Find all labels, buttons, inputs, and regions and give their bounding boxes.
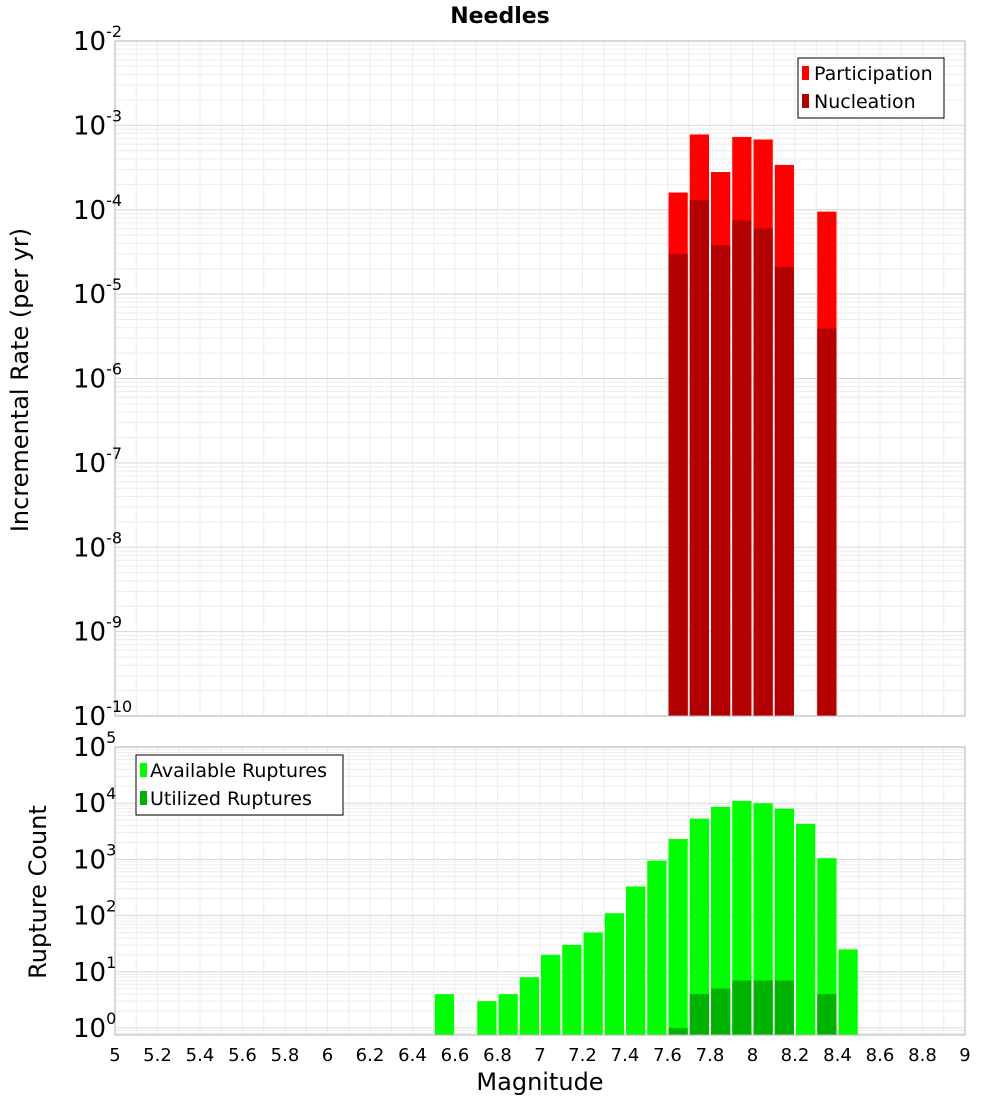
- bar-nucleation: [732, 220, 752, 717]
- bar-available-ruptures: [626, 886, 646, 1035]
- x-axis-ticks: 5 5.2 5.4 5.6 5.8 6 6.2 6.4 6.6 6.8 7 7.2 7.4 7.6 7.8 8…: [109, 1045, 970, 1066]
- legend-label-available-ruptures: Available Ruptures: [150, 760, 327, 782]
- x-tick-label: 8: [747, 1045, 758, 1066]
- x-tick-label: 7.8: [696, 1045, 725, 1066]
- y-tick-label: 103: [73, 840, 116, 875]
- legend-swatch-nucleation: [802, 94, 809, 108]
- bar-nucleation: [817, 328, 837, 716]
- legend-swatch-utilized-ruptures: [140, 791, 147, 805]
- x-tick-label: 5.2: [143, 1045, 172, 1066]
- legend-swatch-participation: [802, 66, 809, 80]
- bottom-gridlines: [114, 747, 966, 1035]
- x-axis-label: Magnitude: [476, 1068, 603, 1096]
- y-tick-label: 10-2: [73, 22, 122, 57]
- y-tick-label: 10-8: [73, 528, 122, 563]
- top-y-axis-label: Incremental Rate (per yr): [6, 228, 34, 532]
- x-tick-label: 5.6: [228, 1045, 257, 1066]
- y-tick-label: 10-3: [73, 106, 122, 141]
- bottom-y-axis-label: Rupture Count: [24, 805, 52, 979]
- x-tick-label: 5.4: [186, 1045, 215, 1066]
- y-tick-label: 10-10: [73, 697, 132, 732]
- x-tick-label: 5: [109, 1045, 120, 1066]
- x-tick-label: 7.4: [611, 1045, 640, 1066]
- bar-available-ruptures: [817, 858, 837, 1035]
- bar-nucleation: [711, 245, 731, 717]
- bar-utilized-ruptures: [689, 994, 709, 1035]
- bar-available-ruptures: [562, 944, 582, 1035]
- top-y-ticks: 10-10 10-9 10-8 10-7 10-6 10-5 10-4 10-3 10-2: [73, 22, 132, 732]
- bar-nucleation: [689, 200, 709, 716]
- legend-label-nucleation: Nucleation: [814, 91, 916, 113]
- top-bars: [668, 134, 837, 717]
- y-tick-label: 10-5: [73, 275, 122, 310]
- x-tick-label: 6.2: [356, 1045, 385, 1066]
- bar-nucleation: [753, 228, 773, 716]
- bar-available-ruptures: [774, 808, 794, 1035]
- x-tick-label: 9: [959, 1045, 970, 1066]
- top-legend: Participation Nucleation: [797, 57, 945, 119]
- bar-utilized-ruptures: [732, 980, 752, 1035]
- top-gridlines: [114, 41, 966, 717]
- legend-swatch-available-ruptures: [140, 763, 147, 777]
- bar-available-ruptures: [647, 860, 667, 1035]
- bar-utilized-ruptures: [711, 988, 731, 1035]
- bar-nucleation: [774, 266, 794, 716]
- bar-available-ruptures: [796, 823, 816, 1035]
- bar-available-ruptures: [541, 954, 561, 1035]
- y-tick-label: 105: [73, 728, 116, 763]
- bar-available-ruptures: [519, 977, 539, 1035]
- top-legend-box: [797, 57, 945, 119]
- x-tick-label: 6.4: [398, 1045, 427, 1066]
- y-tick-label: 100: [73, 1009, 116, 1044]
- bar-available-ruptures: [434, 994, 454, 1035]
- bar-utilized-ruptures: [668, 1027, 688, 1035]
- y-tick-label: 101: [73, 953, 116, 988]
- bar-available-ruptures: [711, 806, 731, 1035]
- y-tick-label: 10-4: [73, 191, 122, 226]
- bar-available-ruptures: [753, 803, 773, 1035]
- x-tick-label: 7.6: [653, 1045, 682, 1066]
- bottom-y-ticks: 100 101 102 103 104 105: [73, 728, 116, 1044]
- x-tick-label: 6: [322, 1045, 333, 1066]
- bottom-legend-box: [135, 754, 344, 816]
- x-tick-label: 8.2: [781, 1045, 810, 1066]
- bar-available-ruptures: [477, 1001, 497, 1035]
- x-tick-label: 8.6: [866, 1045, 895, 1066]
- x-tick-label: 8.8: [908, 1045, 937, 1066]
- bar-nucleation: [668, 253, 688, 716]
- bottom-panel-count-plot: 100 101 102 103 104 105: [73, 728, 966, 1044]
- y-tick-label: 102: [73, 897, 116, 932]
- x-tick-label: 7.2: [568, 1045, 597, 1066]
- bottom-legend: Available Ruptures Utilized Ruptures: [135, 754, 344, 816]
- y-tick-label: 10-7: [73, 444, 122, 479]
- bar-available-ruptures: [498, 994, 518, 1035]
- x-tick-label: 6.6: [441, 1045, 470, 1066]
- bar-available-ruptures: [732, 800, 752, 1035]
- bar-available-ruptures: [668, 839, 688, 1035]
- chart-title: Needles: [450, 4, 550, 29]
- bar-available-ruptures: [604, 913, 624, 1035]
- y-tick-label: 104: [73, 784, 116, 819]
- x-tick-label: 7: [534, 1045, 545, 1066]
- y-tick-label: 10-9: [73, 613, 122, 648]
- bar-available-ruptures: [838, 949, 858, 1035]
- bottom-plot-frame: [114, 746, 966, 1036]
- bar-available-ruptures: [583, 932, 603, 1035]
- top-panel-rate-plot: 10-10 10-9 10-8 10-7 10-6 10-5 10-4 10-3 10-2: [73, 22, 966, 732]
- top-plot-frame: [114, 40, 966, 717]
- x-tick-label: 6.8: [483, 1045, 512, 1066]
- legend-label-participation: Participation: [814, 63, 933, 85]
- bar-utilized-ruptures: [774, 980, 794, 1035]
- legend-label-utilized-ruptures: Utilized Ruptures: [150, 788, 312, 810]
- bottom-bars: [434, 800, 858, 1035]
- x-tick-label: 5.8: [271, 1045, 300, 1066]
- bar-utilized-ruptures: [817, 994, 837, 1035]
- bar-available-ruptures: [689, 818, 709, 1035]
- y-tick-label: 10-6: [73, 360, 122, 395]
- x-tick-label: 8.4: [823, 1045, 852, 1066]
- bar-utilized-ruptures: [753, 980, 773, 1035]
